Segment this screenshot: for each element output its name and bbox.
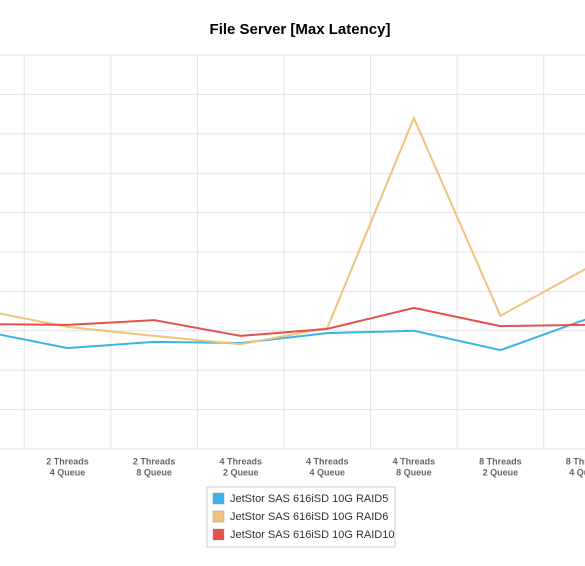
x-tick-label: 4 Queue (50, 467, 86, 477)
x-tick-label: 2 Queue (223, 467, 259, 477)
legend-box (206, 486, 396, 548)
series-line (0, 306, 585, 337)
series-line (0, 115, 585, 346)
x-tick-label: 4 Queue (569, 467, 585, 477)
legend-swatch (212, 528, 225, 541)
chart-title: File Server [Max Latency] (210, 21, 391, 38)
series-line (0, 318, 585, 352)
x-tick-label: 4 Queue (310, 467, 346, 477)
x-tick-label: 4 Threads (306, 456, 349, 466)
legend-label: JetStor SAS 616iSD 10G RAID6 (230, 511, 388, 523)
x-tick-label: 4 Threads (219, 456, 262, 466)
x-tick-label: 8 Threads (479, 456, 522, 466)
x-tick-label: 8 Threads (566, 456, 585, 466)
x-tick-label: 2 Queue (483, 467, 519, 477)
x-tick-label: 8 Queue (396, 467, 432, 477)
legend-swatch (212, 492, 225, 505)
x-tick-label: 2 Threads (46, 456, 89, 466)
x-tick-label: 4 Threads (393, 456, 436, 466)
x-tick-label: 2 Threads (133, 456, 176, 466)
legend-label: JetStor SAS 616iSD 10G RAID10 (230, 529, 394, 541)
legend-label: JetStor SAS 616iSD 10G RAID5 (230, 493, 388, 505)
legend-swatch (212, 510, 225, 523)
x-tick-label: 8 Queue (136, 467, 172, 477)
